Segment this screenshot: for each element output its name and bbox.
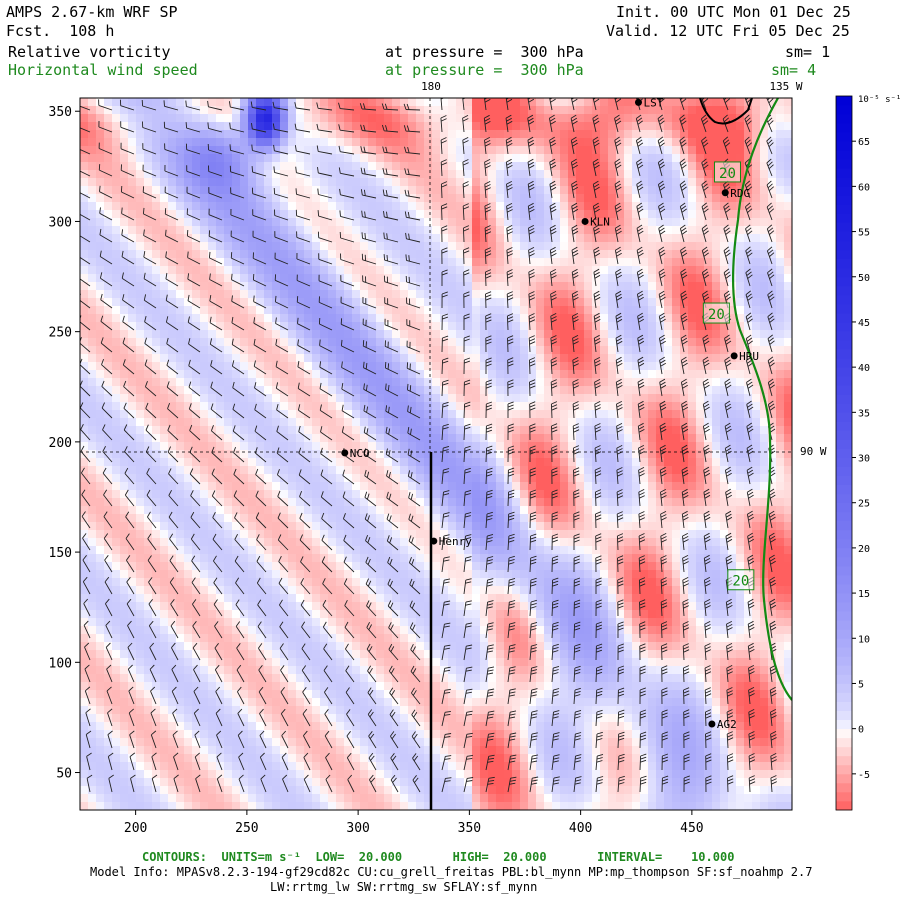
station-label: KLN <box>590 215 610 228</box>
station-marker <box>730 352 738 360</box>
station-label: RDG <box>730 187 750 200</box>
station-marker <box>708 720 716 728</box>
x-tick-label: 400 <box>569 821 592 836</box>
colorbar-tick-label: 60 <box>858 182 870 193</box>
field2-name: Horizontal wind speed <box>8 61 198 79</box>
init-time: Init. 00 UTC Mon 01 Dec 25 <box>616 3 851 21</box>
y-tick-label: 200 <box>49 436 72 451</box>
station-marker <box>581 217 589 225</box>
x-tick-label: 250 <box>235 821 258 836</box>
colorbar-tick-label: 65 <box>858 137 870 148</box>
model-info-physics: LW:rrtmg_lw SW:rrtmg_sw SFLAY:sf_mynn <box>270 880 538 894</box>
colorbar-tick-label: -5 <box>858 770 870 781</box>
colorbar-tick-label: 25 <box>858 499 870 510</box>
field2-level: at pressure = 300 hPa <box>385 61 584 79</box>
colorbar-tick-label: 40 <box>858 363 870 374</box>
forecast-hour: Fcst. 108 h <box>6 22 115 40</box>
contour-label-box <box>713 161 741 183</box>
x-tick-label: 300 <box>346 821 369 836</box>
station-label: LST <box>643 96 663 109</box>
contours-info: CONTOURS: UNITS=m s⁻¹ LOW= 20.000 HIGH= … <box>142 850 735 864</box>
y-tick-label: 150 <box>49 546 72 561</box>
model-info: Model Info: MPASv8.2.3-194-gf29cd82c CU:… <box>90 865 813 879</box>
station-marker <box>721 189 729 197</box>
model-title: AMPS 2.67-km WRF SP <box>6 3 178 21</box>
meridian-label: 180 <box>421 80 441 93</box>
valid-time: Valid. 12 UTC Fri 05 Dec 25 <box>606 22 850 40</box>
colorbar-tick-label: 20 <box>858 544 870 555</box>
station-label: Henry <box>439 535 472 548</box>
y-tick-label: 300 <box>49 215 72 230</box>
colorbar-tick-label: 45 <box>858 318 870 329</box>
station-marker <box>430 537 438 545</box>
y-tick-label: 250 <box>49 326 72 341</box>
colorbar-tick-label: 10 <box>858 634 870 645</box>
y-tick-label: 350 <box>49 105 72 120</box>
y-tick-label: 50 <box>56 767 72 782</box>
colorbar-tick-label: 55 <box>858 228 870 239</box>
field1-level: at pressure = 300 hPa <box>385 43 584 61</box>
contour-label-box <box>727 569 755 591</box>
station-label: AG2 <box>717 718 737 731</box>
colorbar-tick-label: 0 <box>858 725 864 736</box>
station-label: HRU <box>739 350 759 363</box>
x-tick-label: 450 <box>680 821 703 836</box>
plot-frame <box>79 97 793 811</box>
y-tick-label: 100 <box>49 656 72 671</box>
station-marker <box>634 98 642 106</box>
contour-label: 20 <box>732 574 749 590</box>
colorbar-tick-label: 35 <box>858 408 870 419</box>
contour-label-box <box>702 302 730 324</box>
x-tick-label: 200 <box>124 821 147 836</box>
field1-name: Relative vorticity <box>8 43 171 61</box>
colorbar-units: 10⁻⁵ s⁻¹ <box>858 95 900 105</box>
contour-label: 20 <box>719 166 736 182</box>
colorbar-tick-label: 50 <box>858 273 870 284</box>
coastline <box>699 98 753 125</box>
x-tick-label: 350 <box>458 821 481 836</box>
meridian-label: 135 W <box>769 80 802 93</box>
station-label: NCO <box>350 447 370 460</box>
colorbar-frame <box>835 95 853 811</box>
station-marker <box>341 449 349 457</box>
colorbar-tick-label: 5 <box>858 679 864 690</box>
meridian-label: 90 W <box>800 445 827 458</box>
field2-smoothing: sm= 4 <box>771 61 817 79</box>
colorbar-tick-label: 15 <box>858 589 870 600</box>
field1-smoothing: sm= 1 <box>785 43 831 61</box>
wind-contour-20 <box>731 98 792 701</box>
colorbar-tick-label: 30 <box>858 454 870 465</box>
contour-label: 20 <box>708 307 725 323</box>
